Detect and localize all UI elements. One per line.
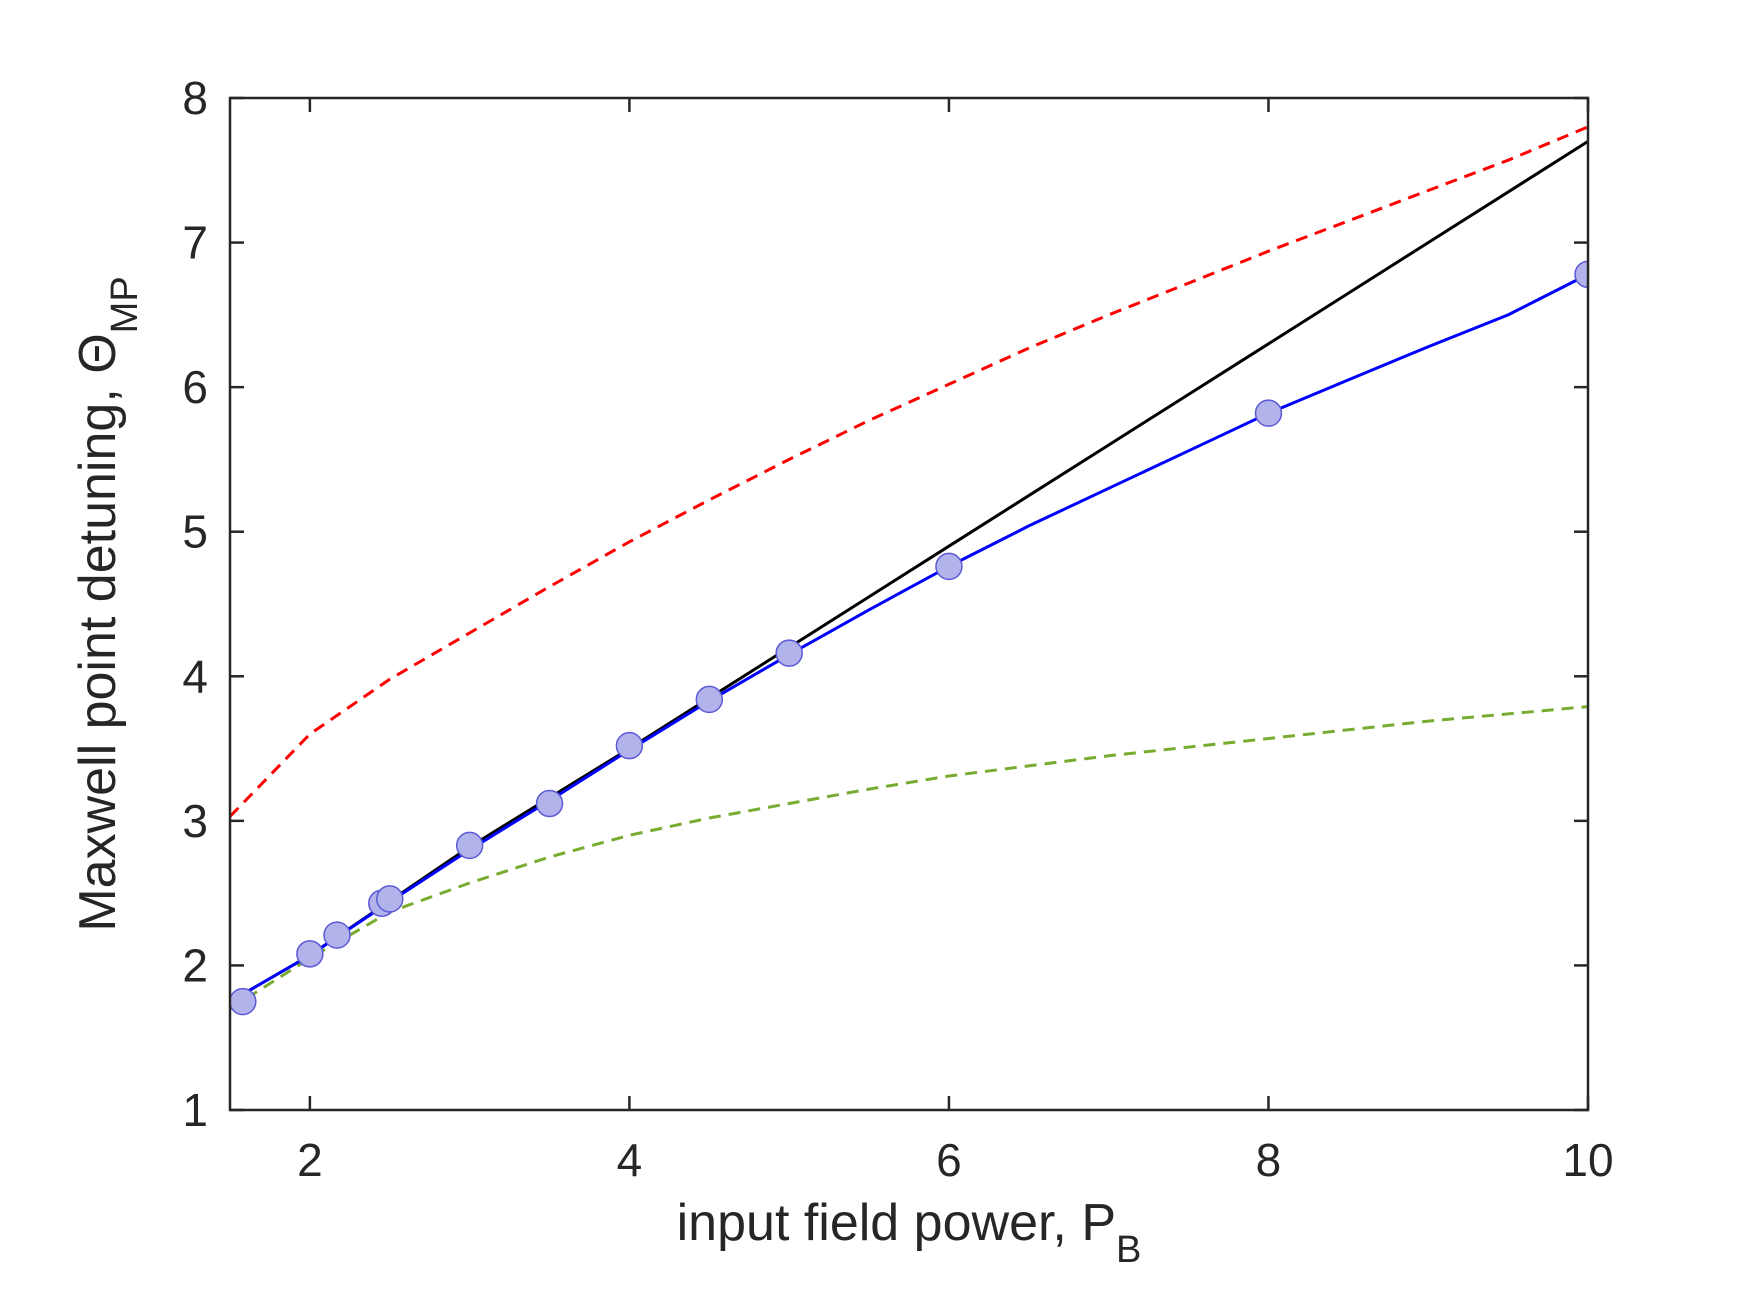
x-tick-label: 6 bbox=[936, 1134, 962, 1186]
data-point bbox=[230, 987, 257, 1016]
green-dashed-line bbox=[230, 705, 1588, 1011]
x-tick-label: 10 bbox=[1562, 1134, 1613, 1186]
data-point bbox=[935, 552, 963, 581]
data-point bbox=[615, 731, 644, 760]
x-tick-label: 4 bbox=[617, 1134, 643, 1186]
y-tick-label: 6 bbox=[182, 361, 208, 413]
plot-background bbox=[230, 98, 1588, 1110]
x-axis-label-main: input field power, P bbox=[677, 1194, 1116, 1252]
y-tick-label: 8 bbox=[182, 72, 208, 124]
x-tick-label: 2 bbox=[297, 1134, 323, 1186]
y-axis-label-main: Maxwell point detuning, Θ bbox=[69, 333, 127, 931]
series-layer bbox=[230, 125, 1588, 1016]
y-axis-label: Maxwell point detuning, ΘMP bbox=[69, 276, 146, 931]
y-axis-label-subscript: MP bbox=[104, 276, 146, 333]
x-axis-label: input field power, PB bbox=[677, 1194, 1142, 1271]
data-point bbox=[455, 831, 484, 860]
blue-solid-line bbox=[230, 273, 1588, 1003]
data-point bbox=[695, 685, 724, 714]
y-tick-label: 5 bbox=[182, 506, 208, 558]
axes-box bbox=[228, 96, 1590, 1112]
data-point bbox=[775, 639, 803, 667]
data-point bbox=[376, 885, 404, 913]
data-point bbox=[1574, 260, 1588, 289]
data-point bbox=[323, 921, 351, 949]
data-point bbox=[1254, 399, 1283, 427]
x-axis-label-subscript: B bbox=[1116, 1229, 1141, 1271]
red-dashed-line bbox=[230, 125, 1588, 818]
y-tick-label: 7 bbox=[182, 217, 208, 269]
x-tick-label: 8 bbox=[1256, 1134, 1282, 1186]
y-tick-label: 3 bbox=[182, 795, 208, 847]
y-tick-label: 2 bbox=[182, 939, 208, 991]
data-point bbox=[296, 940, 324, 968]
y-tick-label: 4 bbox=[182, 650, 208, 702]
y-tick-label: 1 bbox=[182, 1084, 208, 1136]
data-markers bbox=[230, 260, 1588, 1016]
data-point bbox=[535, 789, 564, 818]
